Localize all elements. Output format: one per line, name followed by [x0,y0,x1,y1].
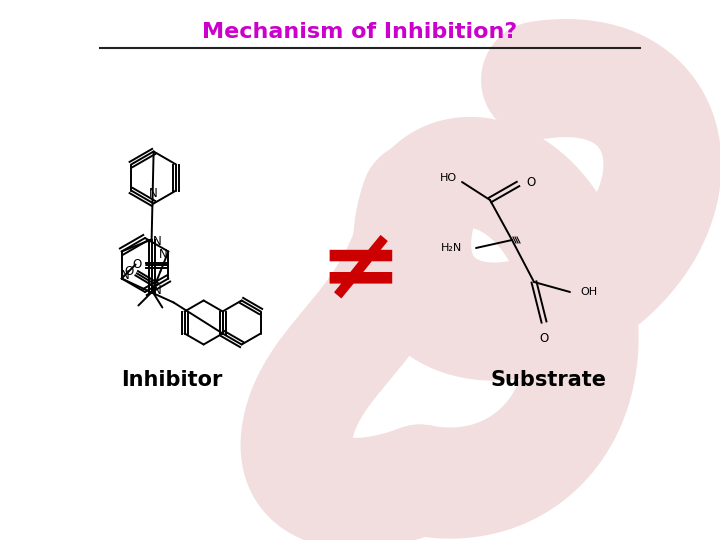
Text: N: N [153,284,162,297]
Text: Mechanism of Inhibition?: Mechanism of Inhibition? [202,22,518,42]
Text: Substrate: Substrate [490,370,606,390]
Text: HO: HO [439,173,456,183]
Text: O: O [132,259,142,272]
Text: O: O [124,265,133,278]
Text: N: N [159,248,168,261]
Text: ≠: ≠ [318,221,402,319]
Text: Inhibitor: Inhibitor [121,370,222,390]
Text: O: O [526,176,535,188]
Text: N: N [153,235,162,248]
Text: N: N [121,269,130,282]
Text: H₂N: H₂N [441,243,462,253]
Text: N: N [149,187,158,200]
Text: O: O [539,332,549,345]
Text: OH: OH [580,287,597,297]
